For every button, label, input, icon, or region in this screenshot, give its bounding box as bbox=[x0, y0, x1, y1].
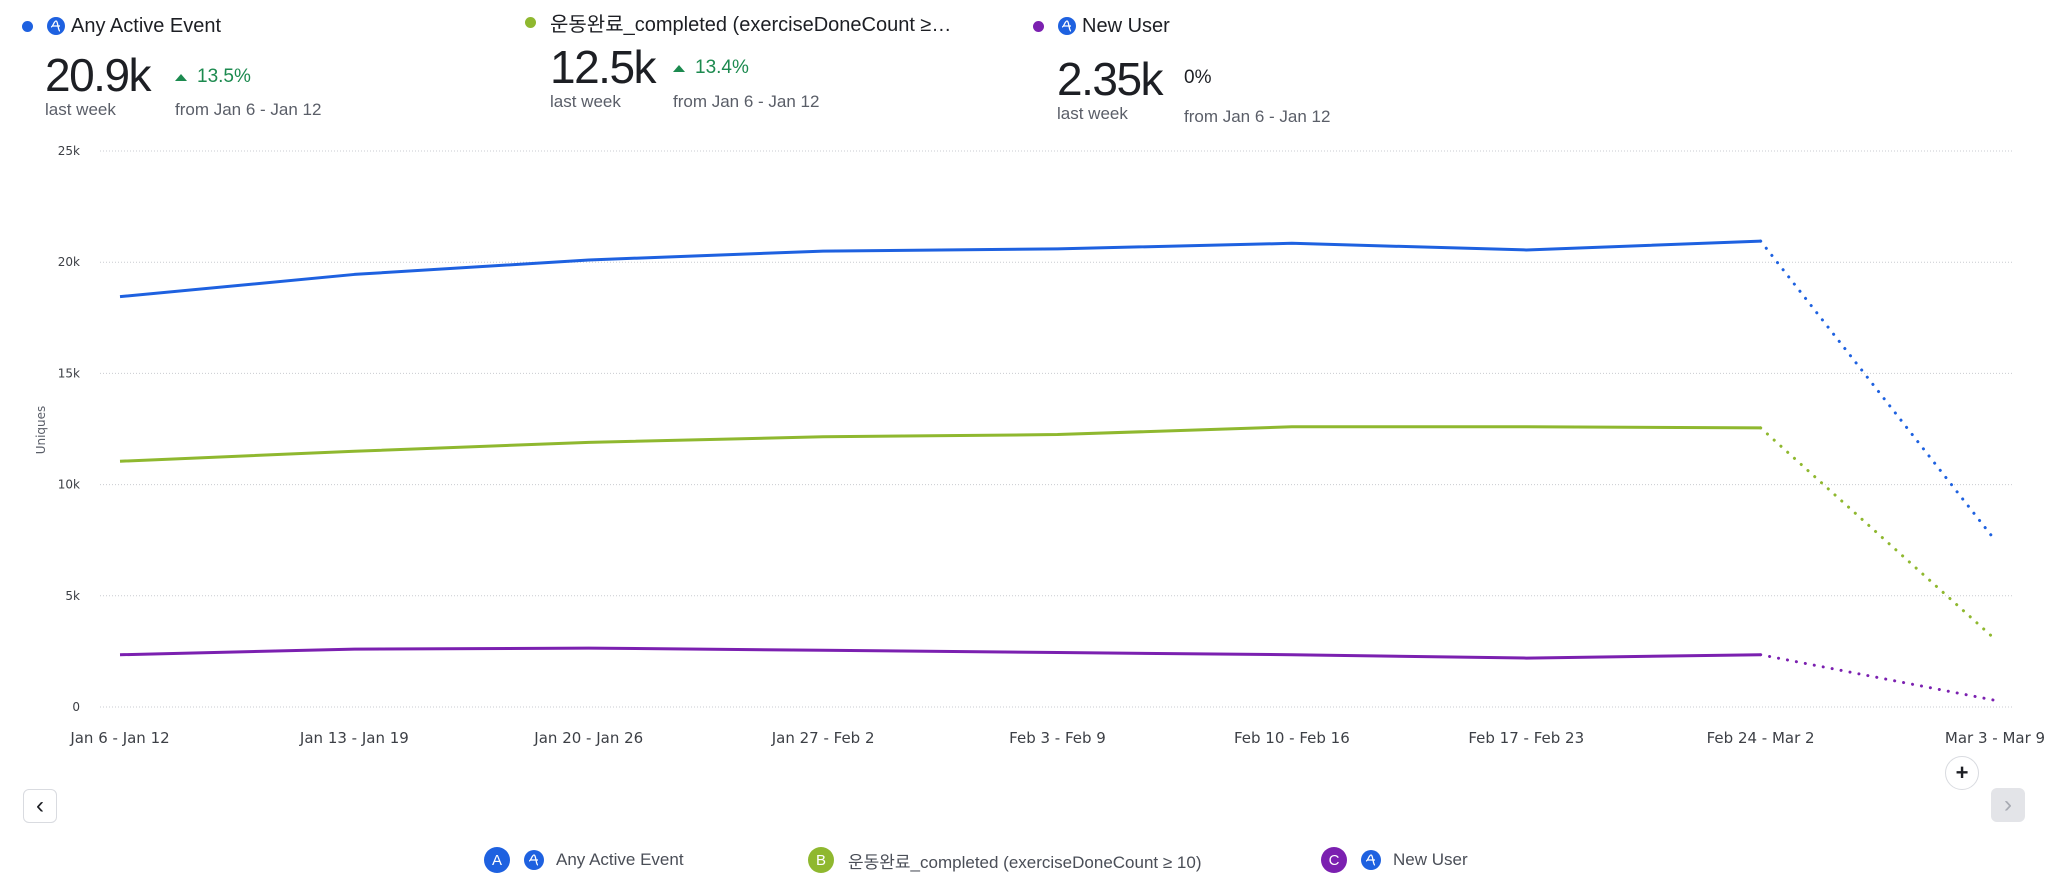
x-tick-label: Feb 24 - Mar 2 bbox=[1707, 729, 1815, 747]
legend-label: 운동완료_completed (exerciseDoneCount ≥ 10) bbox=[848, 852, 1202, 872]
series-dot-icon bbox=[525, 16, 536, 28]
amplitude-event-icon bbox=[1058, 17, 1076, 35]
kpi-delta-value: 13.5% bbox=[197, 66, 251, 87]
data-point[interactable] bbox=[1052, 243, 1064, 255]
y-tick-label: 0 bbox=[72, 700, 80, 714]
kpi-comparison: from Jan 6 - Jan 12 bbox=[673, 92, 820, 111]
kpi-delta: 13.4% bbox=[673, 57, 749, 79]
scroll-left-button[interactable]: ‹ bbox=[23, 789, 57, 823]
kpi-delta-value: 0% bbox=[1184, 67, 1212, 88]
x-tick-label: Jan 13 - Jan 19 bbox=[299, 729, 409, 747]
legend-item[interactable]: C New User bbox=[1321, 847, 1468, 873]
data-point[interactable] bbox=[1052, 647, 1064, 659]
x-tick-label: Jan 20 - Jan 26 bbox=[533, 729, 643, 747]
legend-item[interactable]: B 운동완료_completed (exerciseDoneCount ≥ 10… bbox=[808, 847, 1202, 873]
kpi-period: last week bbox=[45, 100, 116, 119]
data-point[interactable] bbox=[1286, 237, 1298, 249]
data-point[interactable] bbox=[1755, 649, 1767, 661]
data-point[interactable] bbox=[348, 445, 360, 457]
data-point[interactable] bbox=[583, 642, 595, 654]
kpi-title[interactable]: Any Active Event bbox=[22, 14, 221, 38]
data-point[interactable] bbox=[348, 643, 360, 655]
kpi-delta: 0% bbox=[1184, 67, 1211, 89]
data-point[interactable] bbox=[1520, 652, 1532, 664]
x-tick-label: Feb 17 - Feb 23 bbox=[1468, 729, 1584, 747]
y-tick-label: 15k bbox=[58, 366, 80, 380]
kpi-value: 20.9k bbox=[45, 49, 152, 101]
data-point[interactable] bbox=[583, 254, 595, 266]
scroll-right-button[interactable]: › bbox=[1991, 788, 2025, 822]
y-tick-label: 25k bbox=[58, 144, 80, 158]
data-point[interactable] bbox=[1989, 633, 2001, 645]
kpi-value: 12.5k bbox=[550, 41, 657, 93]
chevron-right-icon: › bbox=[2004, 791, 2012, 818]
trend-up-icon bbox=[673, 64, 685, 72]
data-point[interactable] bbox=[817, 245, 829, 257]
kpi-value: 2.35k bbox=[1057, 53, 1164, 105]
series-dot-icon bbox=[22, 20, 33, 32]
kpi-title[interactable]: 운동완료_completed (exerciseDoneCount ≥… bbox=[525, 10, 952, 36]
series-badge: C bbox=[1321, 847, 1347, 873]
data-point[interactable] bbox=[1989, 534, 2001, 546]
kpi-delta-value: 13.4% bbox=[695, 57, 749, 78]
data-point[interactable] bbox=[817, 431, 829, 443]
data-point[interactable] bbox=[1286, 649, 1298, 661]
data-point[interactable] bbox=[1755, 235, 1767, 247]
x-tick-label: Jan 6 - Jan 12 bbox=[69, 729, 169, 747]
series-dot-icon bbox=[1033, 20, 1044, 32]
series-line-incomplete[interactable] bbox=[1759, 426, 1997, 641]
legend-label: Any Active Event bbox=[556, 850, 684, 869]
data-point[interactable] bbox=[583, 436, 595, 448]
series-line[interactable] bbox=[119, 239, 1761, 299]
kpi-name: 운동완료_completed (exerciseDoneCount ≥… bbox=[550, 13, 952, 36]
series-line[interactable] bbox=[119, 425, 1761, 463]
x-tick-label: Feb 10 - Feb 16 bbox=[1234, 729, 1350, 747]
kpi-name: Any Active Event bbox=[71, 14, 222, 37]
y-tick-label: 20k bbox=[58, 255, 80, 269]
legend-item[interactable]: A Any Active Event bbox=[484, 847, 684, 873]
kpi-delta: 13.5% bbox=[175, 66, 251, 88]
y-axis-label: Uniques bbox=[34, 406, 48, 455]
kpi-title[interactable]: New User bbox=[1033, 14, 1170, 38]
kpi-comparison: from Jan 6 - Jan 12 bbox=[1184, 107, 1331, 126]
x-tick-label: Mar 3 - Mar 9 bbox=[1945, 729, 2045, 747]
amplitude-event-icon bbox=[524, 850, 544, 870]
series-line[interactable] bbox=[119, 646, 1761, 660]
data-point[interactable] bbox=[1520, 421, 1532, 433]
data-point[interactable] bbox=[1755, 422, 1767, 434]
trend-up-icon bbox=[175, 73, 187, 81]
series-line-incomplete[interactable] bbox=[1759, 239, 1997, 542]
legend-label: New User bbox=[1393, 850, 1468, 869]
amplitude-event-icon bbox=[1361, 850, 1381, 870]
y-tick-label: 5k bbox=[65, 589, 80, 603]
kpi-period: last week bbox=[550, 92, 621, 111]
kpi-period: last week bbox=[1057, 104, 1128, 123]
plus-icon: + bbox=[1955, 760, 1969, 785]
kpi-comparison: from Jan 6 - Jan 12 bbox=[175, 100, 322, 119]
data-point[interactable] bbox=[1989, 694, 2001, 706]
x-tick-label: Jan 27 - Feb 2 bbox=[771, 729, 875, 747]
amplitude-event-icon bbox=[47, 17, 65, 35]
data-point[interactable] bbox=[114, 649, 126, 661]
data-point[interactable] bbox=[1520, 244, 1532, 256]
series-badge: A bbox=[484, 847, 510, 873]
kpi-name: New User bbox=[1082, 14, 1170, 37]
line-chart: 0 5k 10k 15k 20k 25k Jan 6 - Jan 12 Jan 13 - J… bbox=[34, 144, 2045, 747]
data-point[interactable] bbox=[114, 291, 126, 303]
data-point[interactable] bbox=[348, 268, 360, 280]
chevron-left-icon: ‹ bbox=[36, 792, 44, 819]
data-point[interactable] bbox=[817, 644, 829, 656]
data-point[interactable] bbox=[1286, 421, 1298, 433]
series-badge: B bbox=[808, 847, 834, 873]
data-point[interactable] bbox=[1052, 429, 1064, 441]
data-point[interactable] bbox=[114, 455, 126, 467]
y-tick-label: 10k bbox=[58, 478, 80, 492]
add-button[interactable]: + bbox=[1945, 756, 1979, 790]
series-line-incomplete[interactable] bbox=[1759, 653, 1997, 702]
x-tick-label: Feb 3 - Feb 9 bbox=[1009, 729, 1106, 747]
